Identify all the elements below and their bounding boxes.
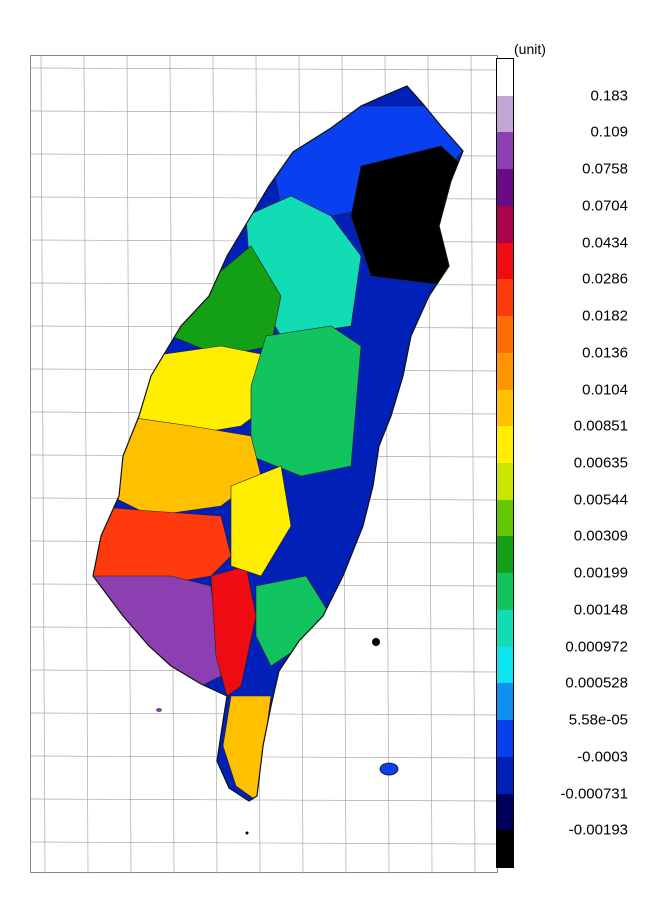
island-ludao — [372, 638, 380, 646]
region-yushan — [230, 465, 292, 577]
grid-line — [40, 56, 46, 874]
colorbar-segment — [497, 352, 513, 391]
map-panel — [30, 55, 499, 874]
colorbar-segment — [497, 316, 513, 354]
grid-line — [31, 798, 499, 802]
island-dot — [245, 831, 249, 835]
island-outline — [92, 85, 464, 802]
colorbar-tick-label: 0.00635 — [573, 454, 628, 472]
colorbar-tick-label: 0.00851 — [573, 417, 628, 435]
colorbar-segment — [497, 646, 513, 684]
colorbar-segment — [497, 683, 513, 721]
colorbar-segment — [497, 536, 513, 574]
colorbar-tick-label: 0.0136 — [582, 344, 628, 362]
region-northeast — [350, 145, 463, 287]
colorbar-segment — [497, 169, 513, 207]
colorbar-segment — [497, 756, 513, 795]
colorbar-segment — [497, 59, 513, 97]
colorbar-segment — [497, 499, 513, 537]
island-liuqiu — [156, 708, 162, 712]
region-central-mountain — [250, 325, 362, 477]
colorbar-tick-label: 0.109 — [590, 123, 628, 141]
colorbar-segment — [497, 242, 513, 280]
colorbar-segment — [497, 95, 513, 133]
colorbar-tick-label: 0.0704 — [582, 197, 628, 215]
taiwan-map — [31, 56, 499, 874]
colorbar-segment — [497, 609, 513, 648]
grid-line — [31, 67, 499, 71]
colorbar-segment — [497, 830, 513, 868]
region-kaohsiung — [93, 575, 222, 687]
map-regions — [93, 86, 463, 801]
region-tainan — [93, 505, 232, 587]
grid-line — [31, 841, 499, 845]
colorbar-tick-label: 0.000528 — [565, 674, 628, 692]
colorbar-tick-label: 0.0286 — [582, 270, 628, 288]
colorbar — [496, 58, 514, 868]
colorbar-tick-label: 0.0182 — [582, 307, 628, 325]
colorbar-tick-label: 0.00544 — [573, 491, 628, 509]
colorbar-tick-label: 0.00148 — [573, 601, 628, 619]
colorbar-segment — [497, 793, 513, 831]
colorbar-segment — [497, 720, 513, 758]
island-lanyu — [379, 762, 399, 776]
colorbar-segment — [497, 279, 513, 317]
colorbar-segment — [497, 426, 513, 464]
colorbar-segment — [497, 205, 513, 244]
colorbar-segment — [497, 132, 513, 170]
colorbar-tick-label: 0.0758 — [582, 160, 628, 178]
grid-line — [470, 56, 476, 874]
grid-line — [31, 755, 499, 759]
colorbar-tick-label: 0.183 — [590, 87, 628, 105]
grid-line — [83, 56, 89, 874]
colorbar-segment — [497, 389, 513, 427]
colorbar-unit-label: (unit) — [514, 41, 546, 57]
colorbar-tick-label: 0.0434 — [582, 234, 628, 252]
colorbar-tick-label: 0.0104 — [582, 381, 628, 399]
colorbar-tick-label: 0.00309 — [573, 527, 628, 545]
colorbar-tick-label: 0.000972 — [565, 638, 628, 656]
colorbar-tick-label: -0.000731 — [560, 785, 628, 803]
colorbar-tick-label: 5.58e-05 — [568, 711, 628, 729]
colorbar-tick-label: -0.0003 — [577, 748, 628, 766]
colorbar-tick-label: 0.00199 — [573, 564, 628, 582]
colorbar-tick-label: -0.00193 — [568, 821, 628, 839]
colorbar-segment — [497, 573, 513, 611]
colorbar-segment — [497, 463, 513, 501]
